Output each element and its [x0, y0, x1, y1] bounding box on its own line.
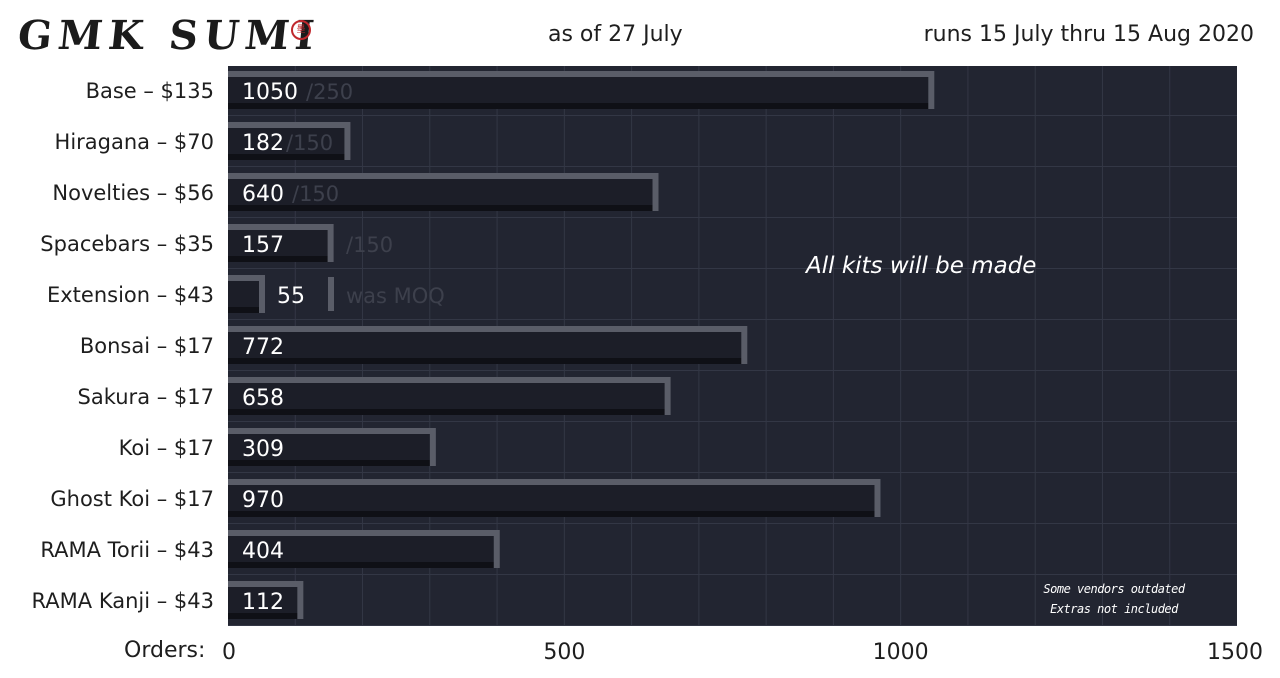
bar-shadow — [228, 511, 875, 517]
category-label: Spacebars – $35 — [40, 232, 214, 256]
x-tick-label: 1500 — [1207, 640, 1263, 665]
x-axis-label: Orders: — [124, 638, 206, 663]
category-label: Base – $135 — [86, 79, 214, 103]
value-label: 1050 — [242, 80, 298, 105]
value-label: 309 — [242, 437, 284, 462]
bar-shadow — [228, 256, 328, 262]
x-tick-label: 1000 — [873, 640, 929, 665]
bar-shadow — [228, 307, 259, 313]
target-label: was MOQ — [346, 284, 445, 308]
value-label: 404 — [242, 539, 284, 564]
bar — [228, 536, 494, 562]
target-label: /150 — [292, 182, 339, 206]
bar — [228, 77, 929, 103]
value-label: 640 — [242, 182, 284, 207]
bar — [228, 281, 259, 307]
bar — [228, 485, 875, 511]
category-label: Sakura – $17 — [78, 385, 214, 409]
bar-shadow — [228, 613, 298, 619]
run-dates: runs 15 July thru 15 Aug 2020 — [923, 22, 1254, 47]
category-label: Hiragana – $70 — [55, 130, 214, 154]
chart-subtitle: as of 27 July — [548, 22, 683, 47]
bar-shadow — [228, 460, 430, 466]
bar-shadow — [228, 358, 742, 364]
value-label: 658 — [242, 386, 284, 411]
target-label: /150 — [286, 131, 333, 155]
value-label: 157 — [242, 233, 284, 258]
category-label: Ghost Koi – $17 — [50, 487, 214, 511]
bar — [228, 128, 345, 154]
chart-annotation: All kits will be made — [806, 253, 1037, 279]
bar — [228, 587, 298, 613]
moq-marker — [328, 277, 334, 311]
seal-icon: 墨 — [291, 20, 311, 40]
target-label: /250 — [306, 80, 353, 104]
bar — [228, 179, 653, 205]
category-label: RAMA Kanji – $43 — [32, 589, 214, 613]
bar — [228, 230, 328, 256]
value-label: 112 — [242, 590, 284, 615]
value-label: 182 — [242, 131, 284, 156]
bar-shadow — [228, 409, 665, 415]
bar-shadow — [228, 154, 345, 160]
category-label: Bonsai – $17 — [80, 334, 214, 358]
bar — [228, 434, 430, 460]
category-label: Novelties – $56 — [52, 181, 214, 205]
bar — [228, 383, 665, 409]
x-tick-label: 0 — [222, 640, 236, 665]
target-label: /150 — [346, 233, 393, 257]
footnote-vendors: Some vendors outdated — [1043, 582, 1185, 596]
value-label: 772 — [242, 335, 284, 360]
category-label: Extension – $43 — [47, 283, 214, 307]
bar — [228, 332, 742, 358]
value-label: 55 — [277, 284, 305, 309]
category-label: Koi – $17 — [119, 436, 214, 460]
bar-shadow — [228, 205, 653, 211]
bar-shadow — [228, 562, 494, 568]
footnote-extras: Extras not included — [1050, 602, 1178, 616]
value-label: 970 — [242, 488, 284, 513]
category-label: RAMA Torii – $43 — [40, 538, 214, 562]
bar-shadow — [228, 103, 929, 109]
x-tick-label: 500 — [543, 640, 585, 665]
